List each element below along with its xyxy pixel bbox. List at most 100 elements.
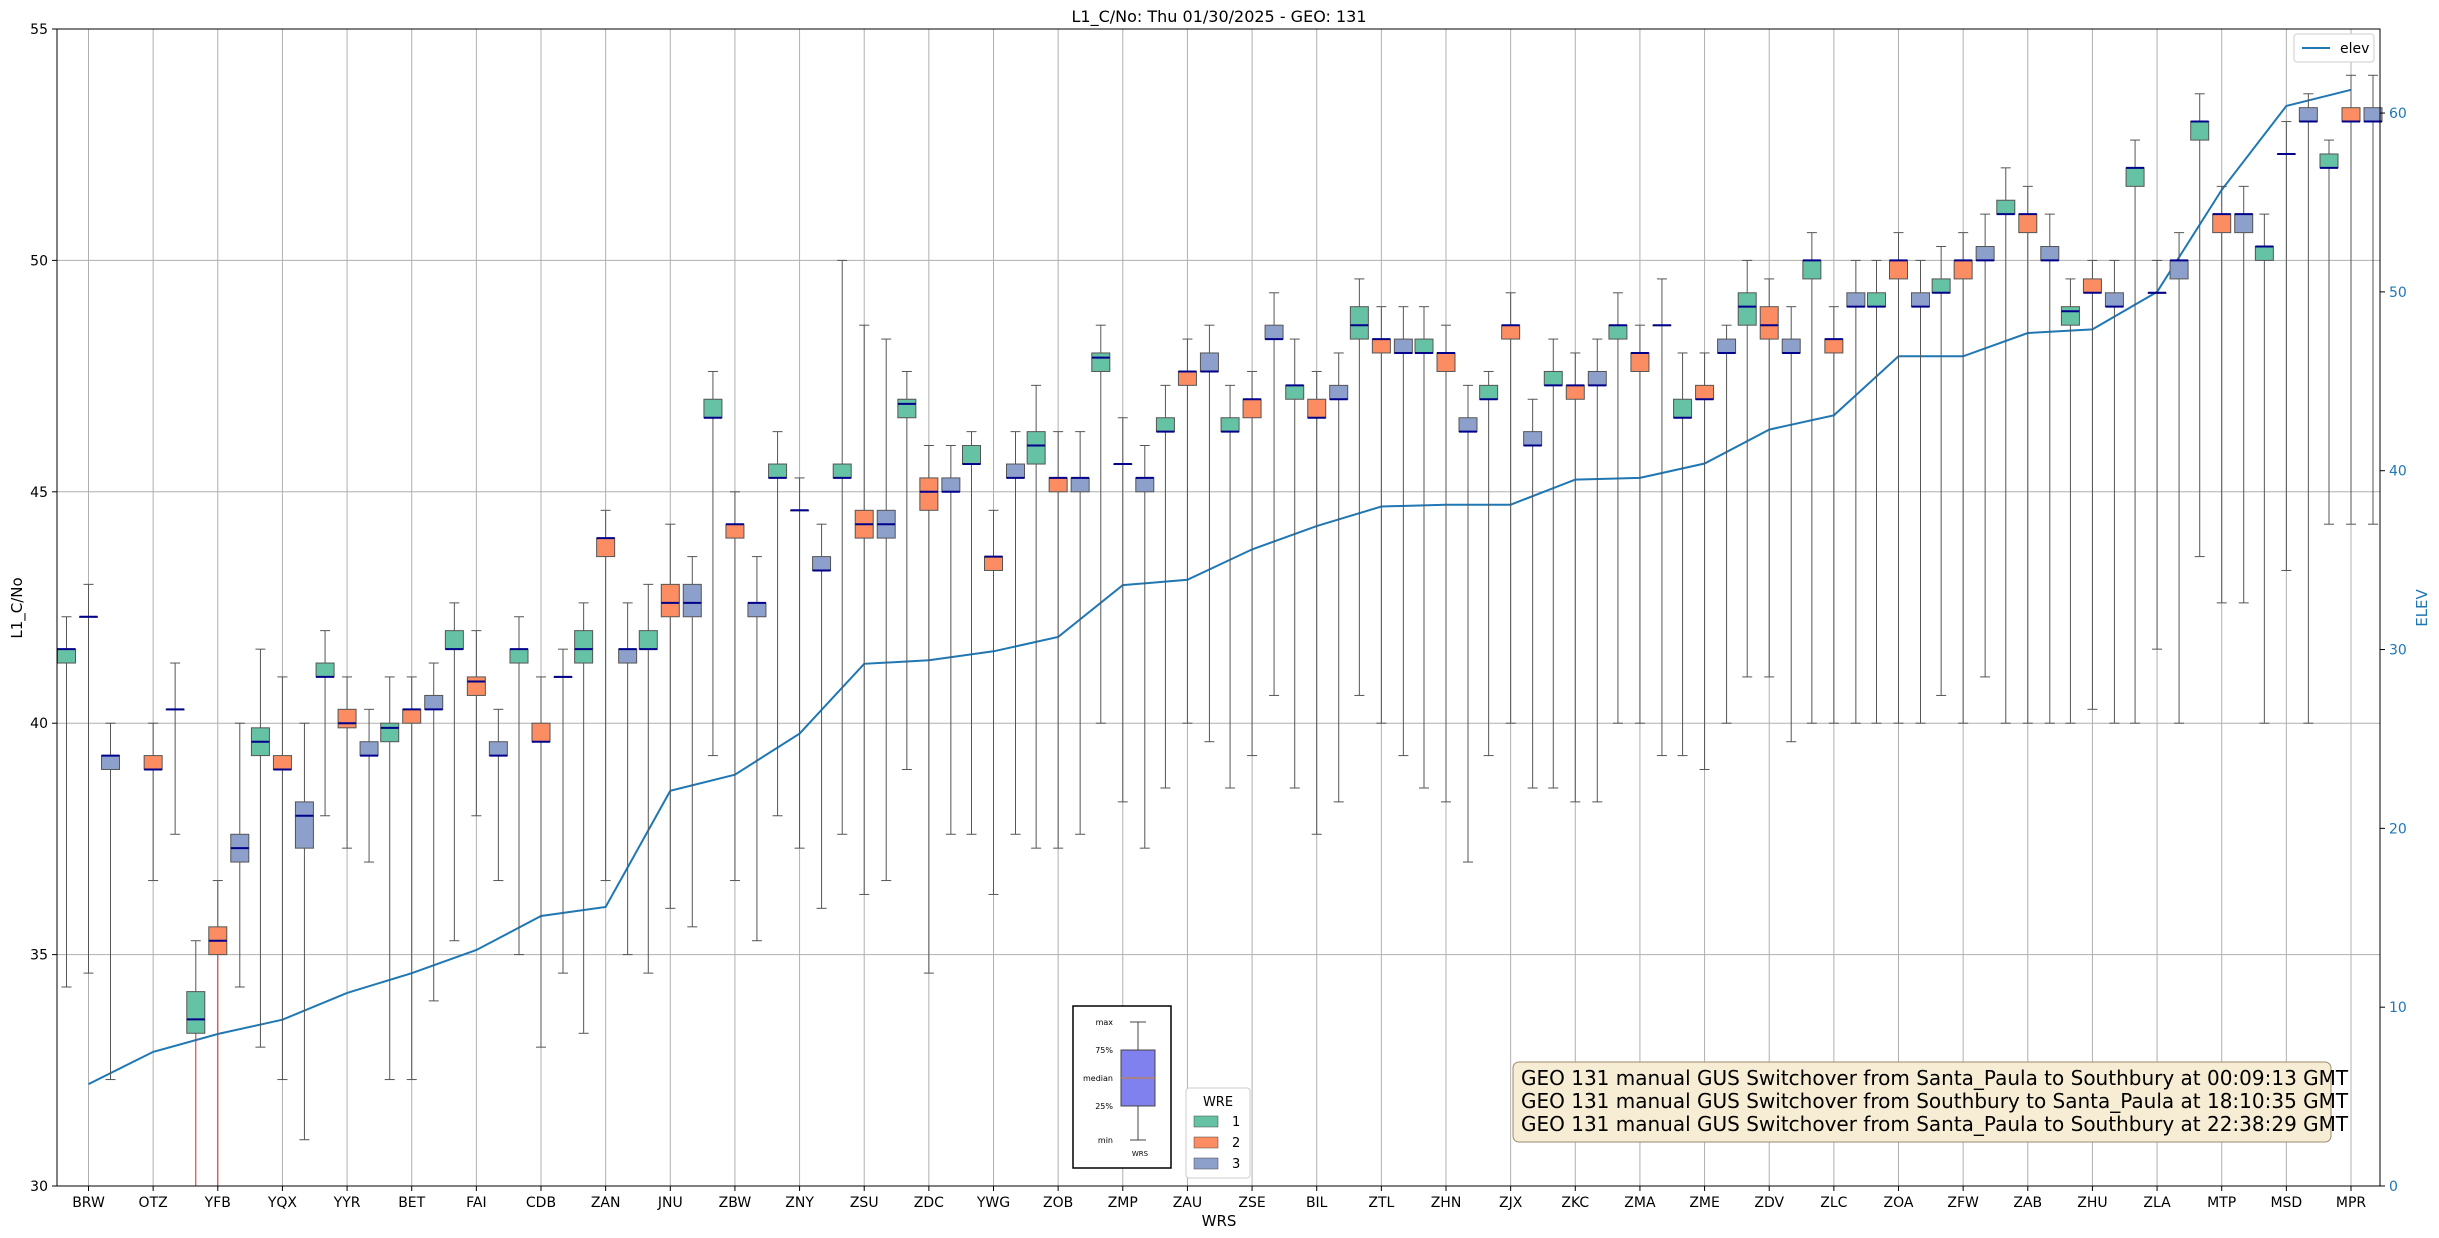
box-ZFW-wre-3 [1975,213,1995,678]
box-iqr [1199,352,1219,372]
box-iqr [2125,167,2145,187]
box-iqr [1285,384,1305,400]
box-ZAU-wre-3 [1199,324,1219,743]
box-ZSU-wre-1 [832,259,852,835]
box-iqr [186,991,206,1034]
box-iqr [101,755,120,770]
x-tick-label-YWG: YWG [976,1195,1010,1211]
box-iqr [725,523,745,539]
box-iqr [1242,398,1262,419]
box-ZDV-wre-2 [1759,278,1779,678]
box-iqr [984,556,1003,571]
box-FAI-wre-1 [444,602,464,942]
box-ZFW-wre-2 [1953,232,1973,724]
box-ZMP-wre-1 [1091,324,1111,724]
box-BIL-wre-3 [1329,352,1349,803]
box-FAI-wre-3 [488,708,508,882]
y-tick-label: 30 [30,1179,48,1195]
box-ZJX-wre-2 [1501,292,1521,724]
x-tick-label-ZMP: ZMP [1108,1195,1138,1211]
box-ZMP-wre-3 [1135,445,1155,849]
box-iqr [1177,370,1197,386]
box-iqr [1006,463,1025,479]
box-ZLC-wre-2 [1824,306,1844,724]
x-tick-label-BIL: BIL [1306,1195,1328,1211]
box-JNU-wre-1 [638,583,658,974]
box-BRW-wre-2 [79,583,98,974]
box-ZHN-wre-2 [1436,324,1456,803]
box-iqr [1414,338,1434,354]
y2-tick-label: 60 [2389,106,2407,122]
box-iqr [1026,431,1046,465]
x-tick-label-ZDC: ZDC [914,1195,944,1211]
box-iqr [424,694,444,710]
box-BRW-wre-1 [57,616,76,988]
box-iqr [812,556,832,571]
box-iqr [2104,292,2124,308]
box-iqr [2341,107,2361,123]
x-tick-label-ZFW: ZFW [1947,1195,1979,1211]
box-CDB-wre-1 [509,616,529,956]
box-ZDC-wre-3 [941,445,961,835]
wre-legend-label-2: 2 [1232,1136,1240,1151]
box-ZKC-wre-1 [1543,338,1563,789]
box-iqr [294,801,314,849]
box-CDB-wre-3 [553,648,573,974]
box-CDB-wre-2 [531,676,551,1048]
box-iqr [1587,370,1607,386]
box-OTZ-wre-2 [143,722,163,882]
box-iqr [2254,246,2274,261]
x-tick-label-ZNY: ZNY [785,1195,814,1211]
box-YQX-wre-3 [294,722,314,1141]
box-ZME-wre-2 [1695,352,1715,770]
box-iqr [638,630,658,650]
box-ZAN-wre-2 [596,509,616,882]
x-tick-label-YFB: YFB [204,1195,231,1211]
box-iqr [660,583,680,618]
box-iqr [1264,324,1284,340]
x-tick-label-ZSE: ZSE [1238,1195,1265,1211]
box-iqr [1155,417,1175,433]
box-BET-wre-1 [380,676,400,1081]
x-tick-label-FAI: FAI [466,1195,486,1211]
x-tick-label-CDB: CDB [526,1195,556,1211]
box-ZOA-wre-1 [1867,259,1886,724]
elev-legend-label: elev [2340,41,2369,57]
box-iqr [143,755,163,770]
box-key-label-wrs: WRS [1132,1150,1149,1158]
box-ZAU-wre-2 [1177,338,1197,724]
box-ZHU-wre-2 [2082,259,2102,710]
box-ZBW-wre-1 [703,370,723,757]
box-YWG-wre-3 [1006,431,1025,835]
wre-legend-swatch-3 [1193,1157,1219,1170]
box-iqr [1329,384,1349,400]
box-ZHN-wre-1 [1414,306,1434,789]
box-iqr [1523,431,1543,447]
y-axis-label: L1_C/No [8,577,27,638]
box-iqr [1759,306,1779,340]
box-MSD-wre-2 [2276,121,2296,571]
box-YYR-wre-1 [315,630,335,817]
box-iqr [596,537,616,558]
box-iqr [962,445,981,465]
y-tick-label: 55 [30,22,48,38]
box-iqr [444,630,464,650]
box-iqr [466,676,486,696]
box-iqr [1070,477,1090,493]
box-iqr [574,630,594,664]
box-YWG-wre-1 [962,431,981,835]
box-ZMA-wre-2 [1630,324,1650,724]
x-tick-label-ZTL: ZTL [1368,1195,1394,1211]
box-YYR-wre-2 [337,676,357,849]
box-ZDC-wre-1 [897,370,917,770]
box-ZOB-wre-1 [1026,384,1046,849]
y2-axis-label: ELEV [2413,588,2431,626]
box-iqr [2082,278,2102,294]
box-iqr [1565,384,1585,400]
box-iqr [531,722,551,743]
plot-frame [56,28,2381,1187]
box-iqr [703,398,723,419]
x-tick-label-YQX: YQX [267,1195,298,1211]
box-ZDC-wre-2 [919,445,939,974]
